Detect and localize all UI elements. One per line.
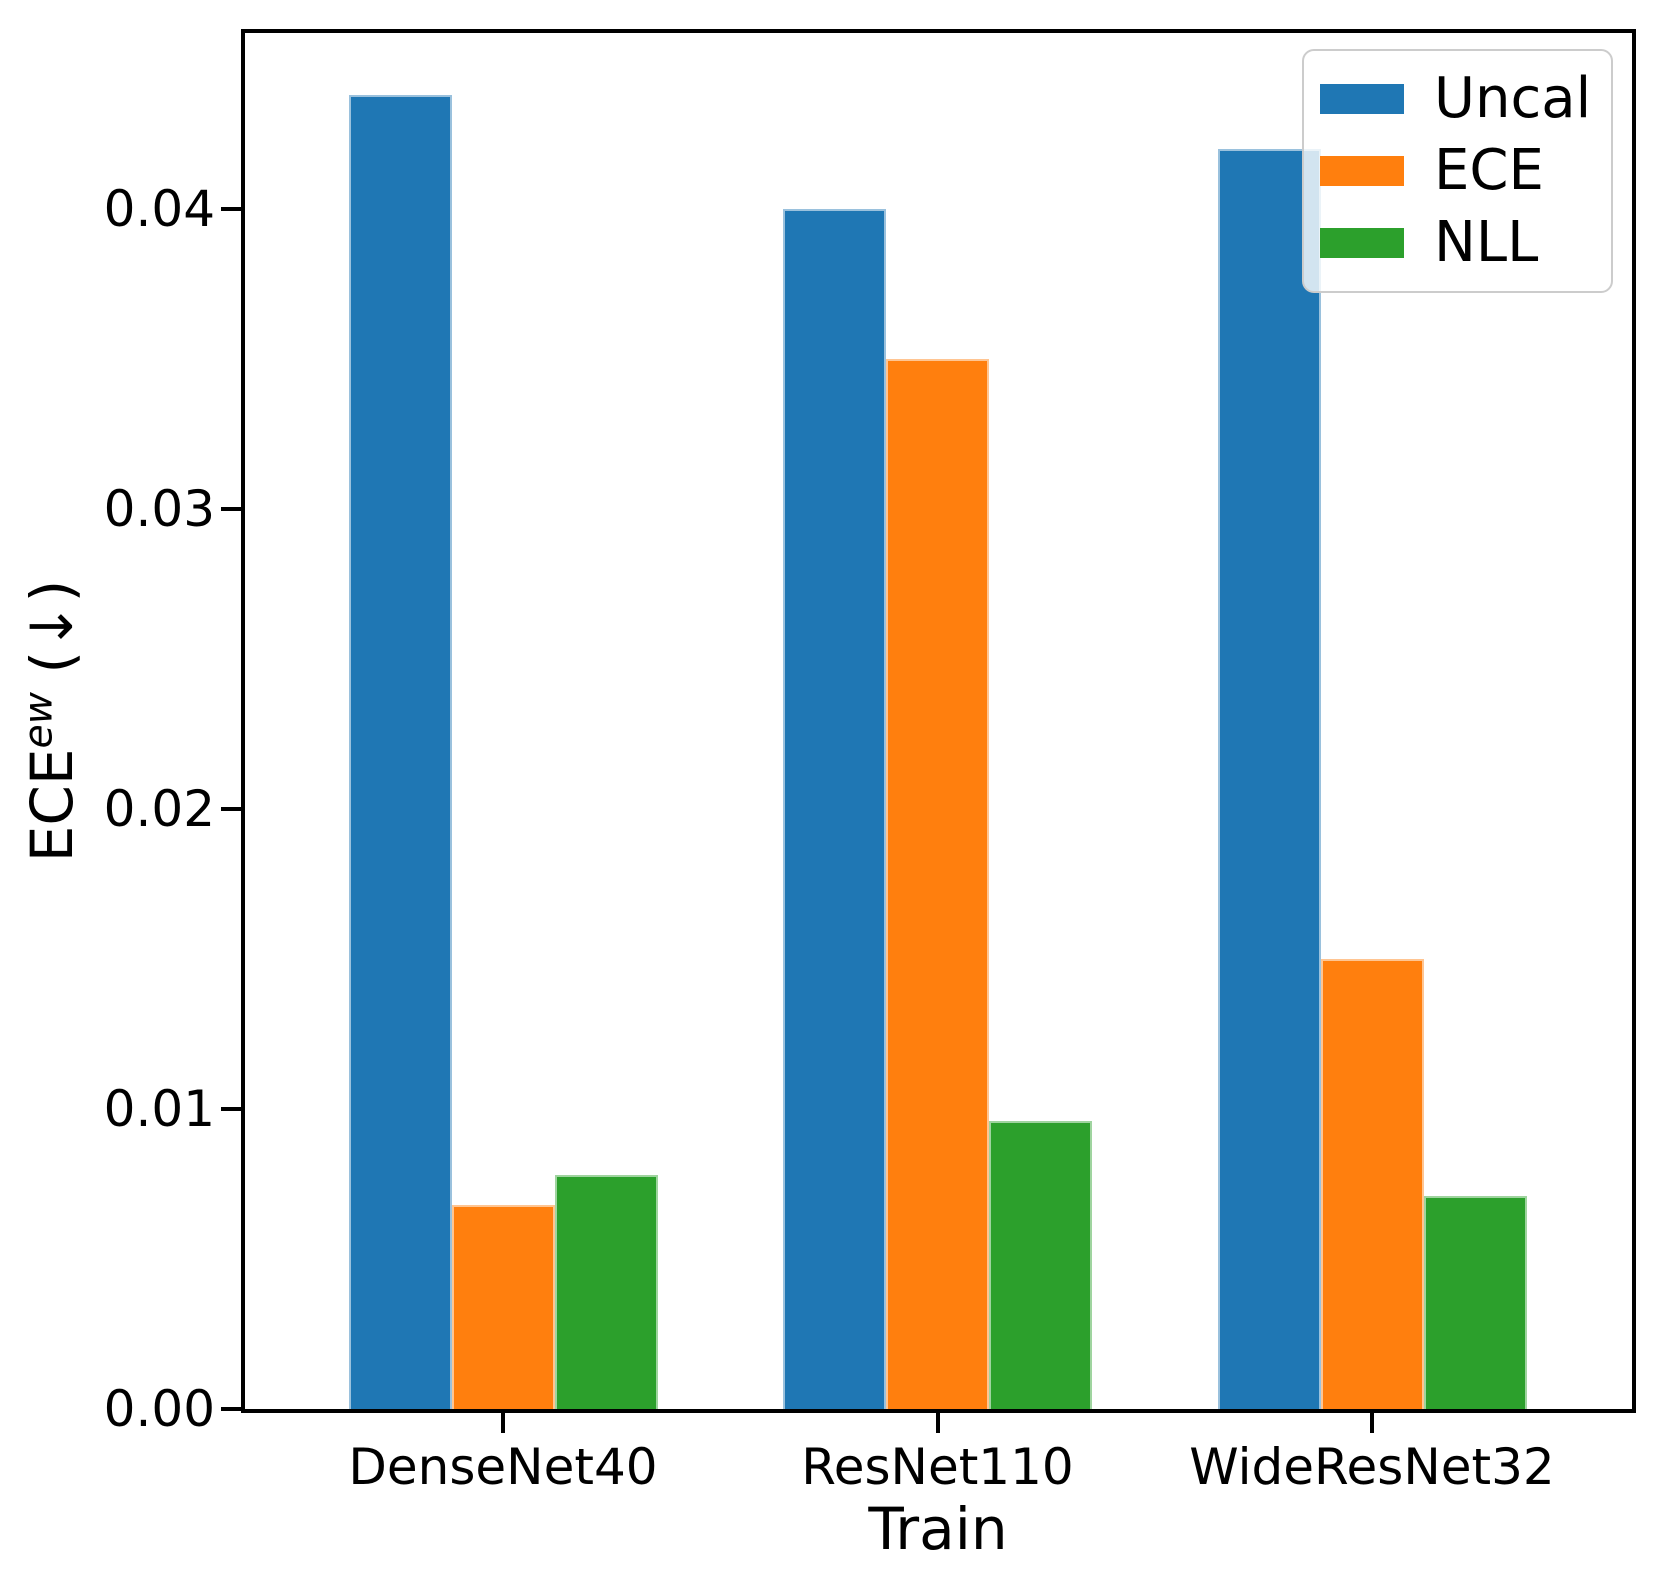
x-tick-mark-resnet110: [935, 1413, 940, 1433]
bar-uncal-resnet110: [783, 209, 886, 1409]
legend-label-nll: NLL: [1434, 210, 1539, 275]
bar-nll-wideresnet32: [1423, 1196, 1527, 1409]
legend-swatch-uncal: [1320, 84, 1404, 114]
legend-entry-ece: ECE: [1320, 141, 1601, 201]
legend-label-uncal: Uncal: [1434, 66, 1592, 131]
bar-uncal-densenet40: [348, 95, 452, 1409]
x-tick-label-resnet110: ResNet110: [801, 1438, 1074, 1496]
y-tick-label-0.02: 0.02: [103, 780, 215, 838]
legend-label-ece: ECE: [1434, 138, 1544, 203]
legend-entry-uncal: Uncal: [1320, 69, 1601, 129]
bar-ece-densenet40: [451, 1205, 555, 1409]
x-tick-label-densenet40: DenseNet40: [348, 1438, 658, 1496]
x-tick-mark-wideresnet32: [1370, 1413, 1374, 1433]
bar-uncal-wideresnet32: [1217, 149, 1321, 1409]
legend: Uncal ECE NLL: [1302, 49, 1613, 293]
y-tick-label-0.04: 0.04: [103, 180, 215, 238]
y-axis-label-superscript: ew: [15, 692, 62, 749]
x-tick-mark-densenet40: [501, 1413, 505, 1433]
y-tick-mark-0.00: [221, 1407, 241, 1411]
y-tick-mark-0.02: [221, 807, 241, 811]
y-tick-mark-0.01: [221, 1107, 241, 1111]
y-tick-mark-0.04: [221, 207, 241, 211]
y-axis-label: ECEew (↓): [16, 580, 86, 863]
y-tick-label-0.01: 0.01: [103, 1080, 215, 1138]
y-tick-mark-0.03: [221, 507, 241, 511]
legend-swatch-nll: [1320, 228, 1404, 258]
y-axis-label-arrow: (↓): [18, 579, 86, 692]
bar-ece-resnet110: [886, 359, 989, 1409]
y-tick-label-0.03: 0.03: [103, 480, 215, 538]
x-axis-label: Train: [868, 1495, 1008, 1563]
bar-ece-wideresnet32: [1320, 959, 1424, 1409]
y-axis-label-base: ECE: [18, 748, 86, 863]
bar-nll-densenet40: [554, 1175, 658, 1409]
legend-entry-nll: NLL: [1320, 213, 1601, 273]
bar-nll-resnet110: [989, 1121, 1092, 1409]
legend-swatch-ece: [1320, 156, 1404, 186]
x-tick-label-wideresnet32: WideResNet32: [1189, 1438, 1555, 1496]
y-tick-label-0.00: 0.00: [103, 1380, 215, 1438]
